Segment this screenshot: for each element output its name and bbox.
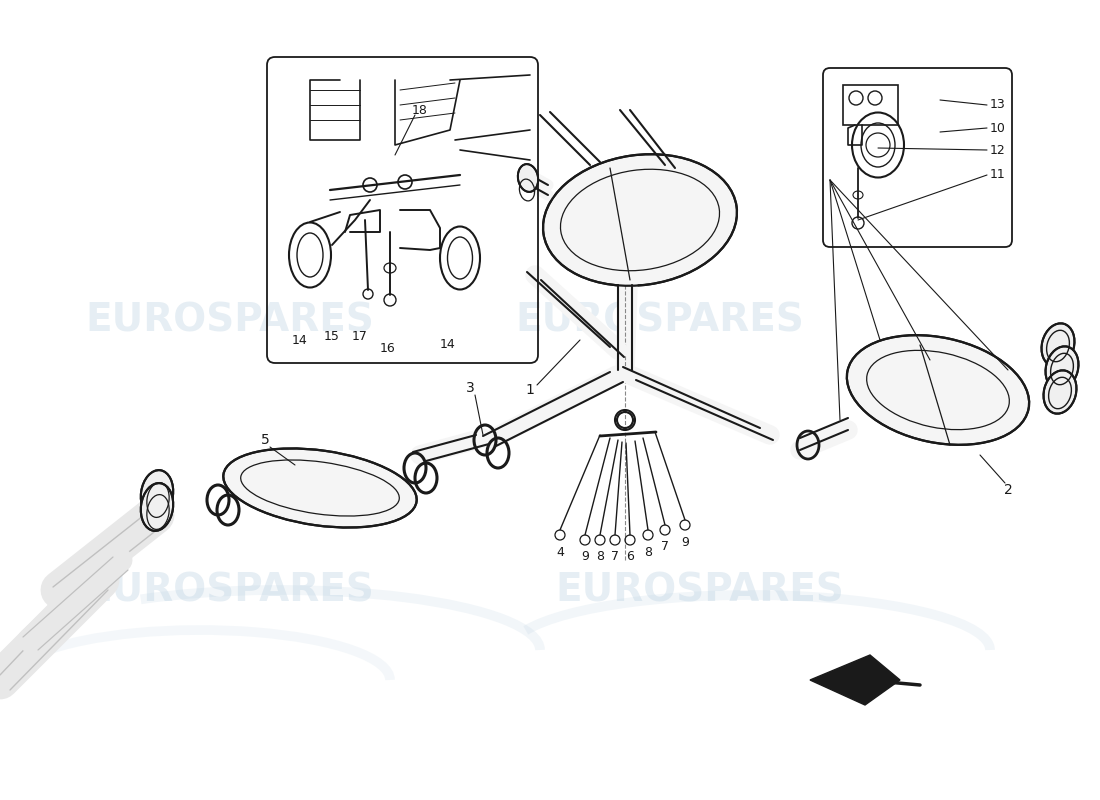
- Text: 8: 8: [596, 550, 604, 563]
- Ellipse shape: [141, 483, 173, 531]
- Text: 14: 14: [293, 334, 308, 346]
- Ellipse shape: [1045, 346, 1078, 390]
- Ellipse shape: [847, 335, 1030, 445]
- Text: 6: 6: [626, 550, 634, 563]
- Text: EUROSPARES: EUROSPARES: [86, 571, 374, 609]
- Text: EUROSPARES: EUROSPARES: [516, 301, 804, 339]
- Ellipse shape: [223, 449, 417, 527]
- Ellipse shape: [518, 164, 538, 192]
- Text: 5: 5: [261, 433, 270, 447]
- Text: 15: 15: [324, 330, 340, 343]
- Text: 12: 12: [990, 143, 1005, 157]
- Text: 11: 11: [990, 169, 1005, 182]
- Polygon shape: [810, 655, 900, 705]
- Text: EUROSPARES: EUROSPARES: [86, 301, 374, 339]
- Text: 2: 2: [1003, 483, 1012, 497]
- Text: 10: 10: [990, 122, 1005, 134]
- Text: 16: 16: [381, 342, 396, 354]
- Ellipse shape: [1042, 323, 1075, 366]
- Text: 1: 1: [526, 383, 535, 397]
- Text: 4: 4: [557, 546, 564, 558]
- Ellipse shape: [141, 470, 173, 518]
- Text: EUROSPARES: EUROSPARES: [556, 571, 845, 609]
- Text: 17: 17: [352, 330, 367, 343]
- Text: 7: 7: [610, 550, 619, 563]
- Bar: [843, 85, 898, 125]
- Text: 13: 13: [990, 98, 1005, 111]
- Text: 18: 18: [412, 103, 428, 117]
- Text: 9: 9: [581, 550, 589, 563]
- Text: 9: 9: [681, 535, 689, 549]
- Text: 3: 3: [465, 381, 474, 395]
- Text: 7: 7: [661, 541, 669, 554]
- Ellipse shape: [543, 154, 737, 286]
- Ellipse shape: [1044, 370, 1077, 414]
- Text: 8: 8: [644, 546, 652, 558]
- Text: 14: 14: [440, 338, 455, 350]
